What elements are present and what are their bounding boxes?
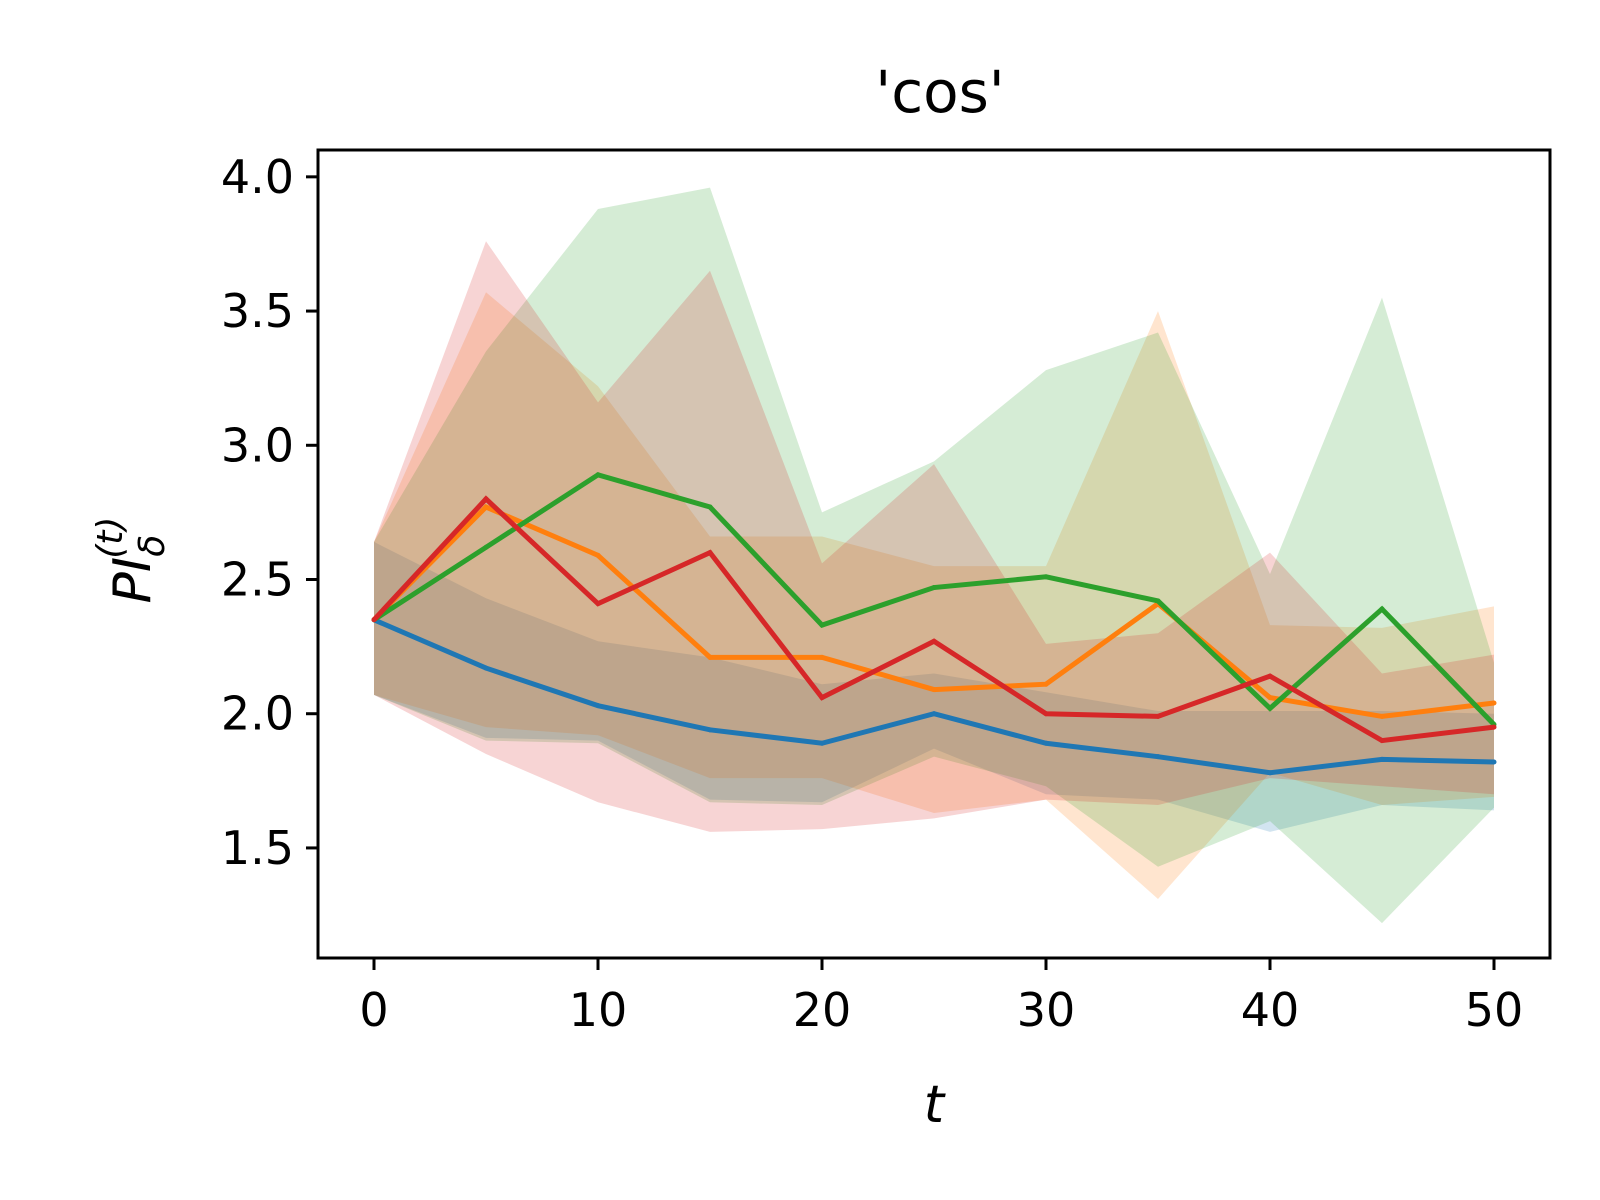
series-2-point	[483, 504, 489, 510]
series-1-point	[707, 727, 713, 733]
series-2-point	[595, 552, 601, 558]
series-1-point	[595, 703, 601, 709]
x-tick-label: 40	[1241, 983, 1300, 1037]
series-2-point	[1043, 681, 1049, 687]
y-axis-label-superscript: (t)	[90, 517, 131, 559]
series-lines	[371, 472, 1497, 776]
chart-title: 'cos'	[875, 58, 1004, 126]
series-3-point	[1379, 606, 1385, 612]
series-2-point	[707, 654, 713, 660]
series-4-point	[371, 617, 377, 623]
series-3-point	[483, 544, 489, 550]
series-1-band	[374, 541, 1494, 832]
y-tick-label: 2.0	[221, 687, 294, 741]
series-4-band	[374, 241, 1494, 832]
x-axis: 0 10 20 30 40 50	[359, 958, 1523, 1037]
series-4-point	[595, 601, 601, 607]
series-2-point	[1379, 713, 1385, 719]
series-4-point	[931, 638, 937, 644]
series-1-point	[483, 665, 489, 671]
x-tick-label: 20	[793, 983, 852, 1037]
series-2-band	[374, 292, 1494, 899]
series-1-point	[1491, 759, 1497, 765]
series-4-point	[707, 550, 713, 556]
y-axis-label: PIδ(t)	[90, 517, 173, 604]
series-1-point	[1267, 770, 1273, 776]
y-axis-label-base: PI	[103, 557, 163, 604]
series-1-point	[1043, 740, 1049, 746]
series-3-point	[707, 504, 713, 510]
series-4-point	[1491, 724, 1497, 730]
y-tick-label: 1.5	[221, 821, 294, 875]
series-4-point	[819, 695, 825, 701]
y-tick-label: 2.5	[221, 553, 294, 607]
series-3-point	[931, 585, 937, 591]
series-3-point	[595, 472, 601, 478]
x-tick-label: 0	[359, 983, 388, 1037]
series-2-point	[819, 654, 825, 660]
y-axis: 1.5 2.0 2.5 3.0 3.5 4.0	[221, 150, 318, 875]
series-3-point	[1043, 574, 1049, 580]
series-3-point	[819, 622, 825, 628]
series-4-point	[1155, 713, 1161, 719]
confidence-bands	[374, 187, 1494, 924]
series-3-point	[1155, 598, 1161, 604]
series-1-point	[819, 740, 825, 746]
series-1-point	[1155, 754, 1161, 760]
series-3-point	[1267, 705, 1273, 711]
y-tick-label: 4.0	[221, 150, 294, 204]
series-4-point	[1267, 673, 1273, 679]
x-axis-label: t	[924, 1075, 946, 1135]
series-1-point	[1379, 756, 1385, 762]
series-2-point	[1267, 695, 1273, 701]
y-axis-label-subscript: δ	[132, 535, 173, 557]
y-tick-label: 3.0	[221, 418, 294, 472]
plot-frame	[316, 148, 1552, 960]
series-4-point	[1043, 711, 1049, 717]
series-4-point	[483, 496, 489, 502]
series-2-point	[931, 687, 937, 693]
x-tick-label: 50	[1465, 983, 1524, 1037]
series-4-point	[1379, 738, 1385, 744]
y-tick-label: 3.5	[221, 284, 294, 338]
x-tick-label: 30	[1017, 983, 1076, 1037]
series-1-point	[931, 711, 937, 717]
series-2-point	[1491, 700, 1497, 706]
series-3-band	[374, 187, 1494, 924]
x-tick-label: 10	[569, 983, 628, 1037]
